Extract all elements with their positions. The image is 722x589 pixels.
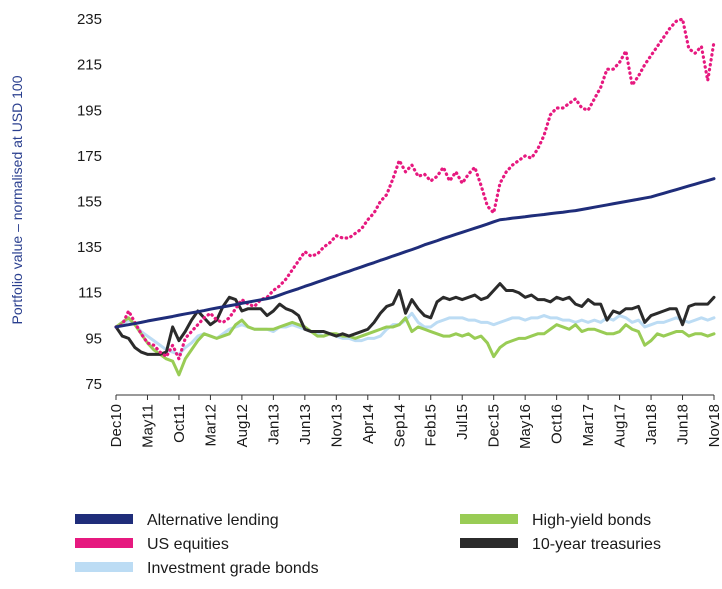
y-tick-label: 135 xyxy=(77,239,102,256)
y-tick-label: 235 xyxy=(77,11,102,28)
y-tick-label: 95 xyxy=(85,330,102,347)
x-tick-label: Jul15 xyxy=(454,404,471,440)
legend-label: Alternative lending xyxy=(147,512,279,529)
line-series xyxy=(114,282,716,356)
legend-label: 10-year treasuries xyxy=(532,536,661,553)
x-tick-label: Aug12 xyxy=(234,404,251,447)
x-tick-label: Feb15 xyxy=(423,404,440,447)
x-tick-label: Oct11 xyxy=(171,404,188,443)
x-tick-label: Dec15 xyxy=(486,404,503,447)
line-series xyxy=(114,316,716,377)
x-tick-label: Nov18 xyxy=(706,404,722,447)
x-tick-label: May11 xyxy=(139,404,156,448)
y-tick-label: 175 xyxy=(77,148,102,165)
y-axis-label: Portfolio value – normalised at USD 100 xyxy=(9,75,25,324)
legend-label: US equities xyxy=(147,536,229,553)
x-tick-label: Apr14 xyxy=(360,404,377,444)
x-tick-label: Mar12 xyxy=(202,404,219,447)
x-tick-label: Oct16 xyxy=(549,404,566,444)
x-tick-label: Dec10 xyxy=(108,404,125,447)
x-tick-label: Jan18 xyxy=(643,404,660,445)
x-tick-label: Mar17 xyxy=(580,404,597,447)
line-series xyxy=(114,17,716,361)
y-tick-label: 155 xyxy=(77,194,102,211)
legend-label: High-yield bonds xyxy=(532,512,651,529)
x-tick-label: Aug17 xyxy=(612,404,629,447)
x-tick-label: Nov13 xyxy=(328,404,345,447)
x-tick-label: Sep14 xyxy=(391,404,408,447)
legend-swatch xyxy=(75,538,133,548)
legend-swatch xyxy=(460,514,518,524)
y-tick-label: 75 xyxy=(85,376,102,393)
x-tick-label: Jun13 xyxy=(297,404,314,445)
y-tick-label: 115 xyxy=(78,285,102,302)
legend-label: Investment grade bonds xyxy=(147,560,319,577)
legend-swatch xyxy=(460,538,518,548)
y-tick-label: 195 xyxy=(77,102,102,119)
legend-swatch xyxy=(75,514,133,524)
legend-swatch xyxy=(75,562,133,572)
x-tick-label: May16 xyxy=(517,404,534,449)
y-tick-label: 215 xyxy=(77,57,102,74)
line-series xyxy=(114,177,716,329)
x-tick-label: Jan13 xyxy=(265,404,282,445)
x-tick-label: Jun18 xyxy=(675,404,692,445)
